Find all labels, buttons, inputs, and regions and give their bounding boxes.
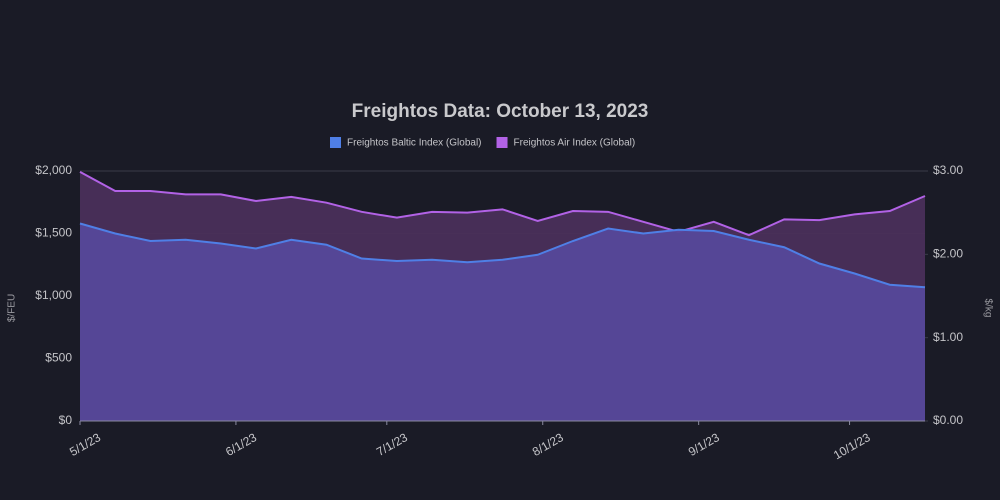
legend-marker	[330, 137, 341, 148]
y-tick-label: $0	[59, 413, 73, 427]
y2-tick-label: $2.00	[933, 247, 963, 261]
legend-label: Freightos Baltic Index (Global)	[347, 138, 482, 149]
y2-tick-label: $3.00	[933, 163, 963, 177]
x-tick-label: 7/1/23	[374, 430, 410, 459]
y-tick-label: $1,000	[35, 288, 72, 302]
y-tick-label: $1,500	[35, 226, 72, 240]
y2-tick-label: $1.00	[933, 330, 963, 344]
x-tick-label: 10/1/23	[831, 430, 873, 462]
x-tick-label: 5/1/23	[67, 430, 103, 459]
line	[79, 170, 926, 237]
x-tick-label: 8/1/23	[530, 430, 566, 459]
legend-marker	[496, 137, 508, 148]
x-tick-label: 9/1/23	[686, 430, 722, 459]
y2-axis-title: $/kg	[982, 299, 993, 318]
line	[79, 222, 926, 289]
chart-title: Freightos Data: October 13, 2023	[352, 101, 649, 122]
x-tick-label: 6/1/23	[223, 430, 259, 459]
y2-tick-label: $0.00	[933, 413, 963, 427]
y-tick-label: $2,000	[35, 163, 72, 177]
y-axis-title: $/FEU	[7, 294, 18, 322]
area	[80, 223, 925, 421]
legend-label: Freightos Air Index (Global)	[514, 138, 636, 149]
y-tick-label: $500	[45, 351, 72, 365]
